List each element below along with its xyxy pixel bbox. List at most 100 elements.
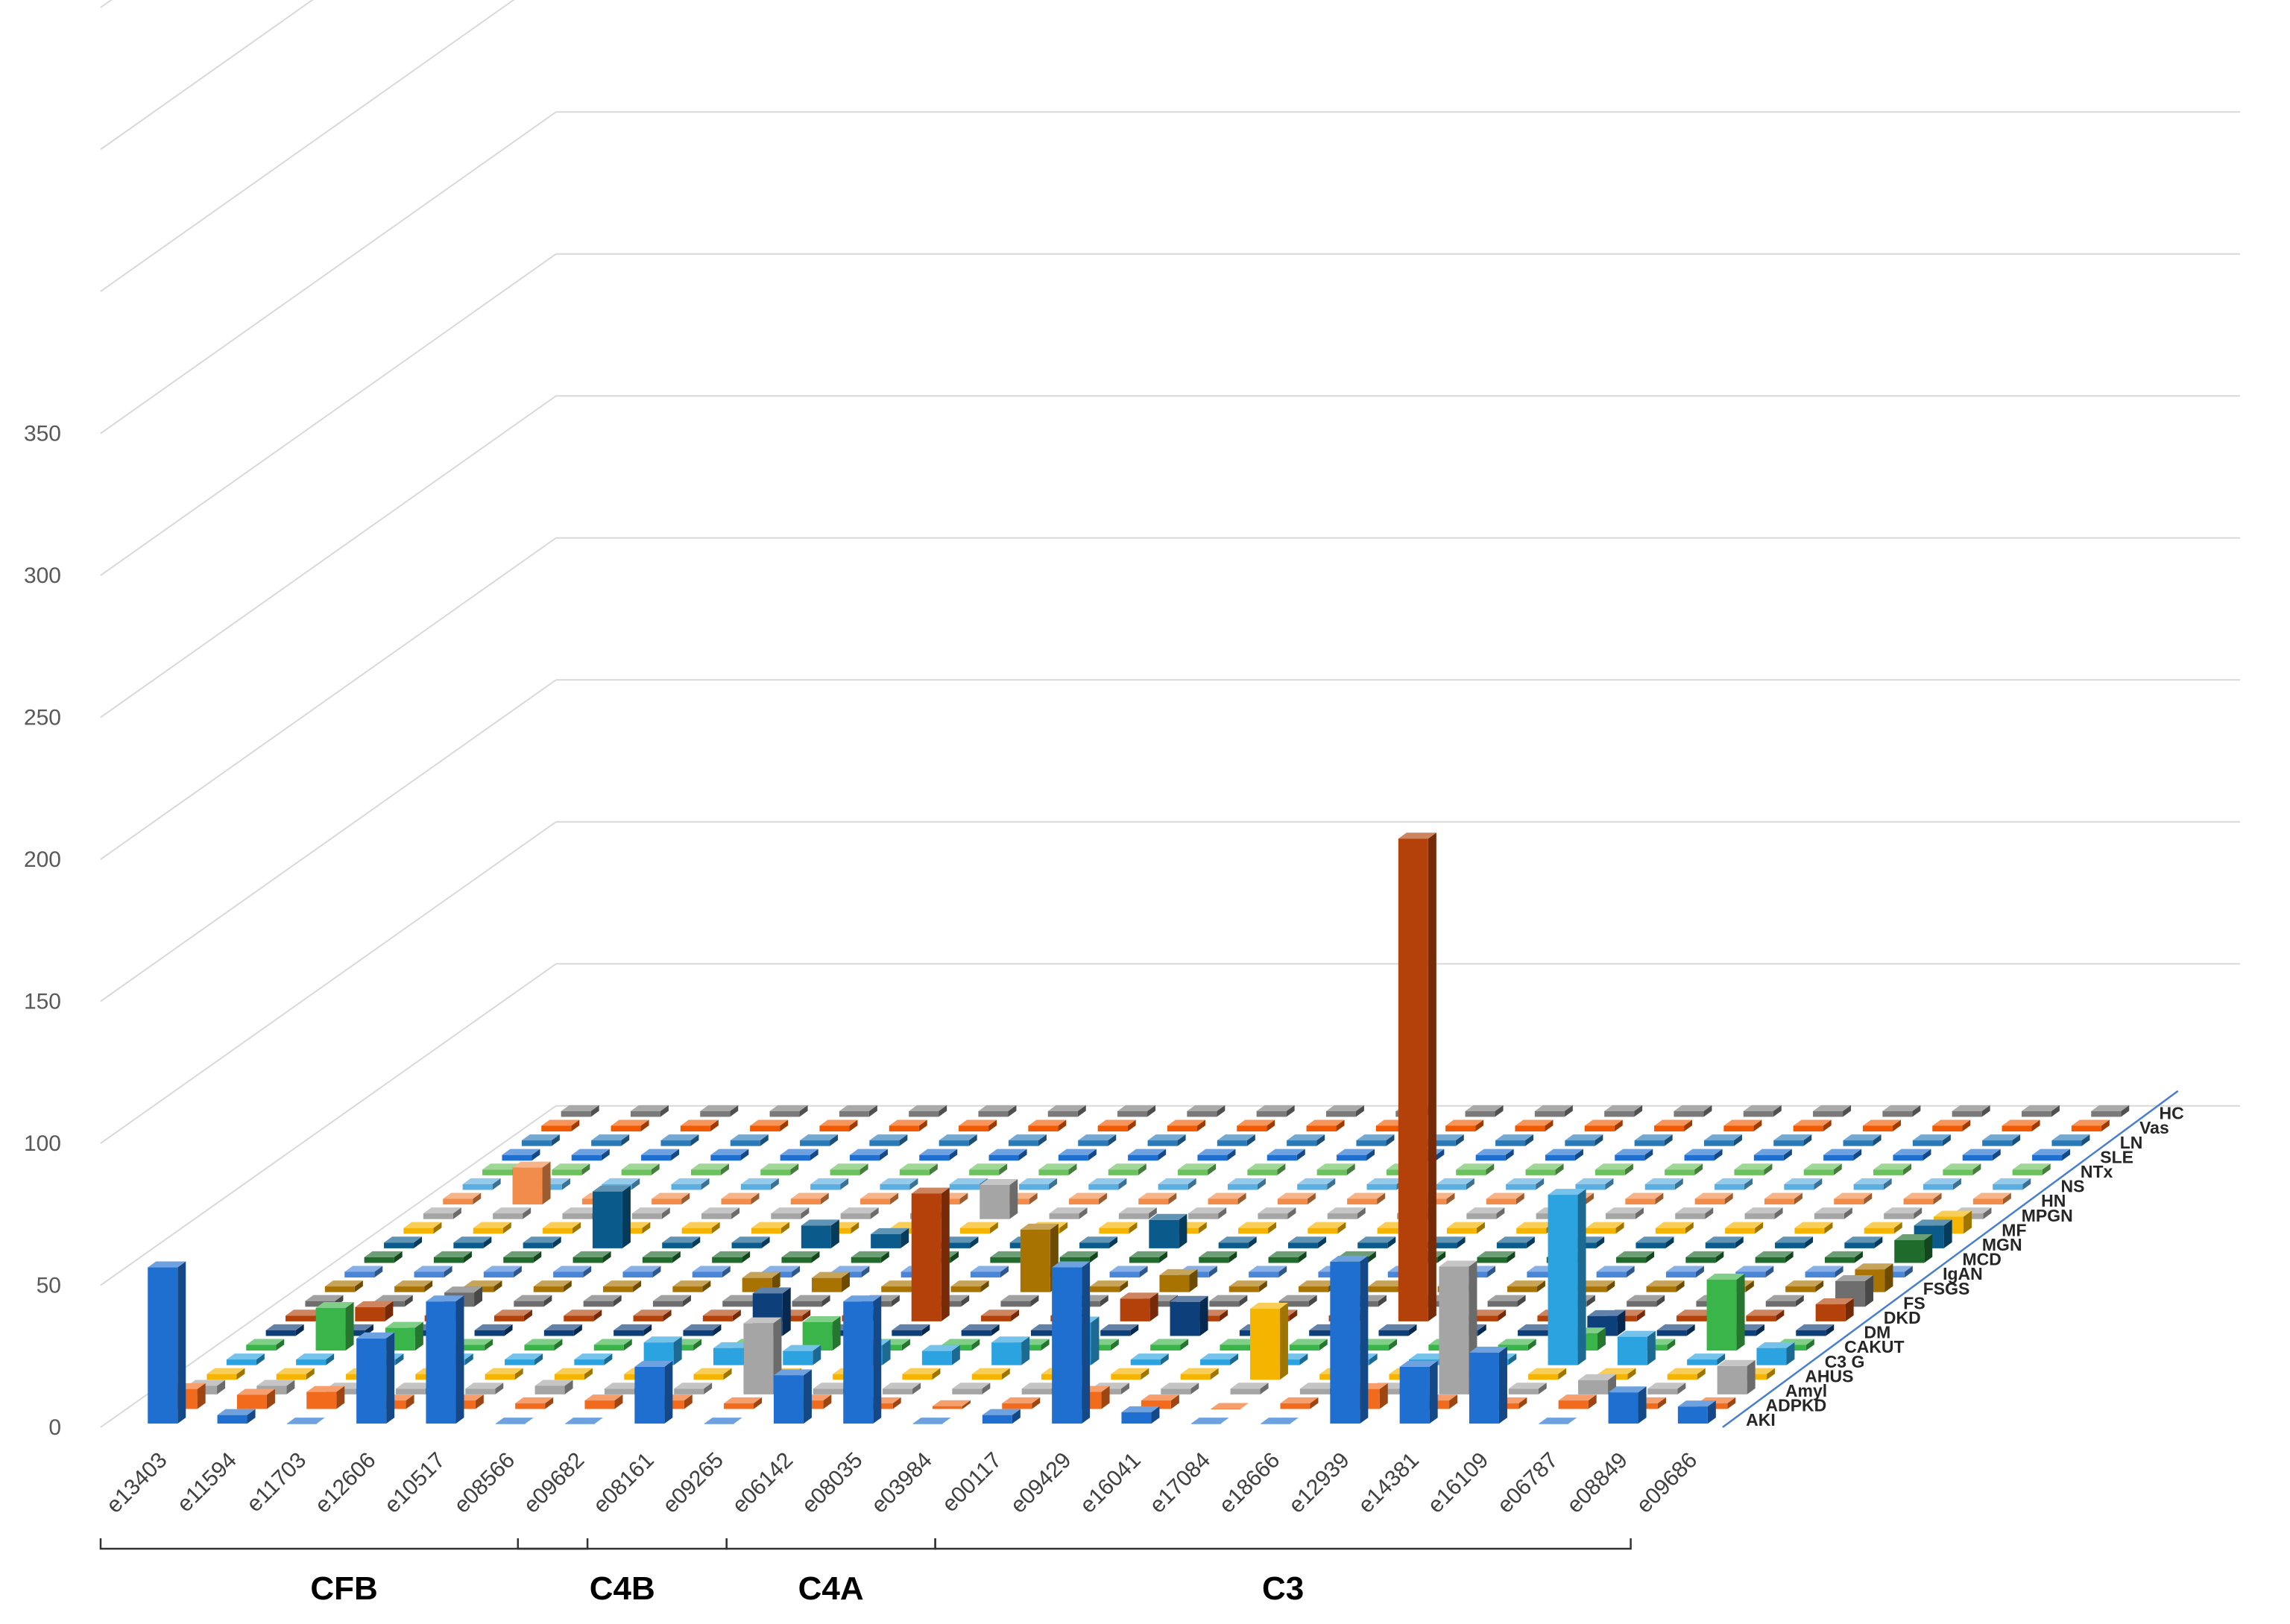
bar-ns-e08035 [1158,1178,1196,1190]
bar-side [1158,1149,1167,1161]
bar-top [892,1324,930,1330]
bar-front [1796,1330,1826,1336]
bar-front [591,1140,622,1146]
bar-top [1903,1192,1942,1199]
bar-top [1685,1251,1724,1257]
bar-hn-e09682 [860,1192,899,1205]
bar-side [1336,1119,1345,1132]
group-label: C3 [1262,1570,1304,1607]
bar-front [1932,1125,1963,1132]
bar-side [455,1295,464,1424]
bar-top [512,1161,551,1168]
bar-top [1516,1222,1555,1228]
bar-side [841,1271,850,1292]
bar-front [1002,1403,1032,1409]
bar-mf-e10517 [681,1222,720,1234]
bar-top [344,1266,383,1272]
bar-side [1486,1163,1495,1175]
bar-top [324,1280,363,1287]
bar-front [1843,1140,1873,1146]
bar-front [1962,1154,1993,1161]
bar-ln-e08566 [869,1134,908,1146]
bar-c3-g-e08035 [921,1345,960,1365]
bar-top [1199,1251,1237,1257]
bar-side [1596,1236,1605,1248]
bar-ntx-e16041 [1456,1163,1495,1175]
bar-side [514,1368,523,1380]
bar-cakut-e10517 [524,1339,563,1351]
bar-top [1469,1346,1507,1353]
bar-top [1577,1280,1615,1287]
bar-mgn-e00117 [1218,1236,1257,1248]
bar-top [1677,1309,1715,1316]
bar-top [1368,1280,1407,1287]
bar-side [2121,1105,2130,1117]
bar-side [1903,1163,1912,1175]
bar-front [1534,1110,1565,1117]
bar-side [247,1409,256,1424]
bar-hc-e06787 [1952,1105,1990,1117]
bar-top [217,1409,256,1415]
bar-hn-e17084 [1486,1192,1524,1205]
bar-side [1038,1134,1047,1146]
bar-front [1487,1301,1518,1307]
bar-side [1130,1324,1139,1336]
bar-side [1495,1105,1504,1117]
bar-igan-e14381 [1596,1266,1635,1278]
bar-side [1884,1263,1893,1292]
bar-vas-e08566 [889,1119,927,1132]
bar-top [583,1295,622,1301]
bar-top [462,1178,501,1184]
bar-side [1933,1192,1942,1205]
bar-vas-e17084 [1584,1119,1623,1132]
bar-front [1706,1279,1737,1351]
bar-top [443,1192,482,1199]
bar-front [1200,1359,1231,1365]
bar-ntx-e12606 [690,1163,729,1175]
bar-top [1237,1119,1275,1126]
bar-front [553,1271,584,1278]
bar-front [276,1374,306,1380]
bar-side [1457,1236,1466,1248]
bar-c3-g-e09682 [643,1336,682,1365]
bar-front [1636,1242,1666,1248]
bar-front [988,1154,1019,1161]
bar-top [483,1266,522,1272]
bar-top [521,1134,560,1141]
bar-side [1360,1255,1369,1424]
bar-side [1298,1251,1307,1263]
bar-top [630,1105,669,1111]
bar-mcd-e08035 [1059,1251,1098,1263]
bar-front [1280,1403,1310,1409]
bar-sle-e13403 [502,1149,540,1161]
bar-front [482,1169,513,1175]
bar-vas-e08849 [2002,1119,2040,1132]
bar-front [1527,1271,1557,1278]
bar-ns-e06142 [1088,1178,1127,1190]
bar-side [1786,1342,1795,1365]
bar-side [891,1295,900,1307]
bar-top [286,1418,325,1424]
bar-aki-e12939 [1330,1255,1369,1424]
bar-top [1020,1223,1059,1230]
bar-dkd-e09682 [702,1309,741,1321]
bar-side [1507,1251,1515,1263]
bar-aki-e08161 [634,1360,673,1424]
bar-front [572,1257,603,1263]
bar-front [1703,1140,1734,1146]
bar-top [652,1192,690,1199]
bar-top [1399,1360,1438,1367]
bar-c3-g-e08849 [1687,1353,1726,1365]
bar-front [1677,1406,1708,1424]
bar-side [1477,1324,1486,1336]
bar-top [206,1368,245,1374]
bar-top [395,1383,434,1389]
bar-side [1962,1119,1971,1132]
bar-front [1277,1198,1308,1205]
bar-hn-e08035 [1138,1192,1177,1205]
bar-top [1723,1119,1762,1126]
bar-front [1674,1110,1704,1117]
bar-mpgn-e16109 [1744,1207,1783,1219]
bar-vas-e09265 [1097,1119,1136,1132]
